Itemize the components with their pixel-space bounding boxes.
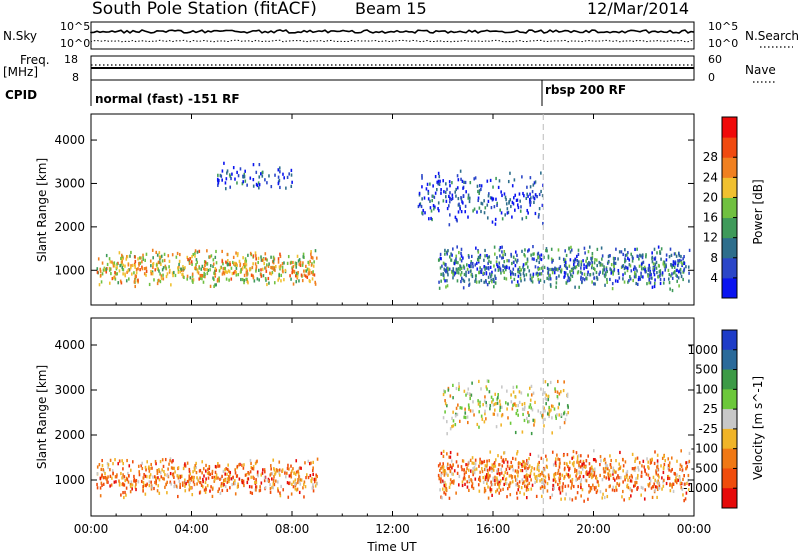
- power-colorbar-title: Power [dB]: [751, 179, 765, 244]
- nave-label: Nave: [745, 63, 776, 77]
- colorbar-segment: [722, 137, 737, 158]
- echo-region-patch: [442, 379, 570, 436]
- power-y-axis-title: Slant Range [km]: [35, 158, 49, 262]
- colorbar-segment: [722, 349, 737, 371]
- y-tick-label: 2000: [54, 428, 85, 442]
- echo-region-patch: [417, 169, 544, 227]
- y-tick-label: 4000: [54, 133, 85, 147]
- colorbar-segment: [722, 257, 737, 279]
- nsky-label: N.Sky: [3, 29, 38, 43]
- colorbar-tick-label: 24: [703, 170, 718, 184]
- freq-bottom-tick: 8: [72, 71, 79, 84]
- cpid-label: CPID: [5, 88, 38, 102]
- x-tick-label: 16:00: [476, 522, 511, 536]
- y-tick-label: 4000: [54, 338, 85, 352]
- colorbar-segment: [722, 217, 737, 239]
- colorbar-segment: [722, 448, 737, 469]
- power-axes: 1000 2000 3000 4000: [54, 114, 695, 305]
- power-scatter: [96, 161, 691, 293]
- colorbar-tick-label: 1000: [687, 343, 718, 357]
- colorbar-frame: [721, 116, 738, 299]
- velocity-y-axis-title: Slant Range [km]: [35, 365, 49, 469]
- x-tick-label: 12:00: [375, 522, 410, 536]
- date-label: 12/Mar/2014: [587, 0, 690, 18]
- colorbar-segment: [722, 409, 737, 430]
- echo-region-band: [437, 245, 691, 293]
- page-title: South Pole Station (fitACF): [92, 0, 317, 19]
- colorbar-tick-label: -1000: [683, 481, 718, 495]
- x-axis-title: Time UT: [366, 540, 417, 554]
- nave-top-tick: 60: [708, 53, 722, 66]
- velocity-axes: 00:00 04:00 08:00 12:00 16:00 20:00 00:00 1000 2…: [54, 318, 711, 536]
- x-tick-label: 00:00: [677, 522, 712, 536]
- colorbar-segment: [722, 369, 737, 390]
- colorbar-tick-label: 28: [703, 150, 718, 164]
- x-tick-label: 00:00: [74, 522, 109, 536]
- mode-label-normal: normal (fast) -151 RF: [95, 92, 240, 106]
- nave-bottom-tick: 0: [708, 71, 715, 84]
- colorbar-tick-label: 4: [710, 271, 718, 285]
- noise-left-bottom-tick: 10^0: [60, 37, 91, 50]
- nsearch-trace: [90, 39, 695, 43]
- colorbar-segment: [722, 237, 737, 259]
- colorbar-tick-label: 8: [710, 251, 718, 265]
- velocity-scatter: [96, 379, 691, 503]
- colorbar-tick-label: 100: [695, 382, 718, 396]
- colorbar-segment: [722, 330, 737, 351]
- noise-right-bottom-tick: 10^0: [708, 37, 739, 50]
- y-tick-label: 1000: [54, 263, 85, 277]
- x-tick-label: 04:00: [174, 522, 209, 536]
- echo-region-patch: [216, 161, 293, 191]
- power-panel-frame: [90, 113, 695, 306]
- velocity-colorbar: 1000 500 100 25 -25 -100 -500 -1000: [683, 329, 738, 509]
- y-tick-label: 1000: [54, 473, 85, 487]
- noise-left-top-tick: 10^5: [60, 20, 91, 33]
- nsearch-label: N.Search: [745, 29, 800, 43]
- colorbar-segment: [722, 428, 737, 450]
- echo-region-band: [96, 248, 318, 289]
- colorbar-tick-label: 20: [703, 190, 718, 204]
- beam-label: Beam 15: [355, 0, 427, 18]
- freq-label: Freq.: [20, 53, 50, 67]
- colorbar-tick-label: 500: [695, 363, 718, 377]
- colorbar-segment: [722, 197, 737, 219]
- colorbar-segment: [722, 157, 737, 178]
- power-panel: 1000 2000 3000 4000 Slant Range [km]: [35, 113, 695, 306]
- y-tick-label: 3000: [54, 383, 85, 397]
- power-colorbar: 4 8 12 16 20 24 28: [703, 116, 738, 299]
- colorbar-segment: [722, 389, 737, 410]
- colorbar-frame: [721, 329, 738, 509]
- y-tick-label: 3000: [54, 176, 85, 190]
- colorbar-tick-label: 12: [703, 231, 718, 245]
- noise-series: [90, 29, 695, 43]
- mode-label-rbsp: rbsp 200 RF: [545, 83, 627, 97]
- noise-right-top-tick: 10^5: [708, 20, 739, 33]
- colorbar-segment: [722, 177, 737, 198]
- colorbar-segment: [722, 488, 737, 509]
- colorbar-tick-label: 16: [703, 211, 718, 225]
- freq-unit-label: [MHz]: [3, 65, 39, 79]
- velocity-panel-frame: [90, 317, 695, 517]
- echo-region-band: [437, 449, 691, 503]
- colorbar-tick-label: -500: [691, 461, 718, 475]
- echo-region-band: [96, 457, 319, 500]
- x-tick-label: 20:00: [576, 522, 611, 536]
- colorbar-segment: [722, 277, 737, 299]
- colorbar-tick-label: -25: [698, 422, 718, 436]
- colorbar-segment: [722, 468, 737, 489]
- colorbar-tick-label: 25: [703, 402, 718, 416]
- freq-top-tick: 18: [64, 53, 78, 66]
- velocity-colorbar-title: Velocity [m s^-1]: [751, 376, 765, 480]
- x-tick-label: 08:00: [275, 522, 310, 536]
- colorbar-segment: [722, 117, 737, 138]
- nsky-trace: [90, 29, 695, 34]
- y-tick-label: 2000: [54, 220, 85, 234]
- colorbar-tick-label: -100: [691, 442, 718, 456]
- velocity-panel: 00:00 04:00 08:00 12:00 16:00 20:00 00:00 1000 2…: [35, 317, 711, 554]
- noise-strip-frame: [90, 21, 695, 50]
